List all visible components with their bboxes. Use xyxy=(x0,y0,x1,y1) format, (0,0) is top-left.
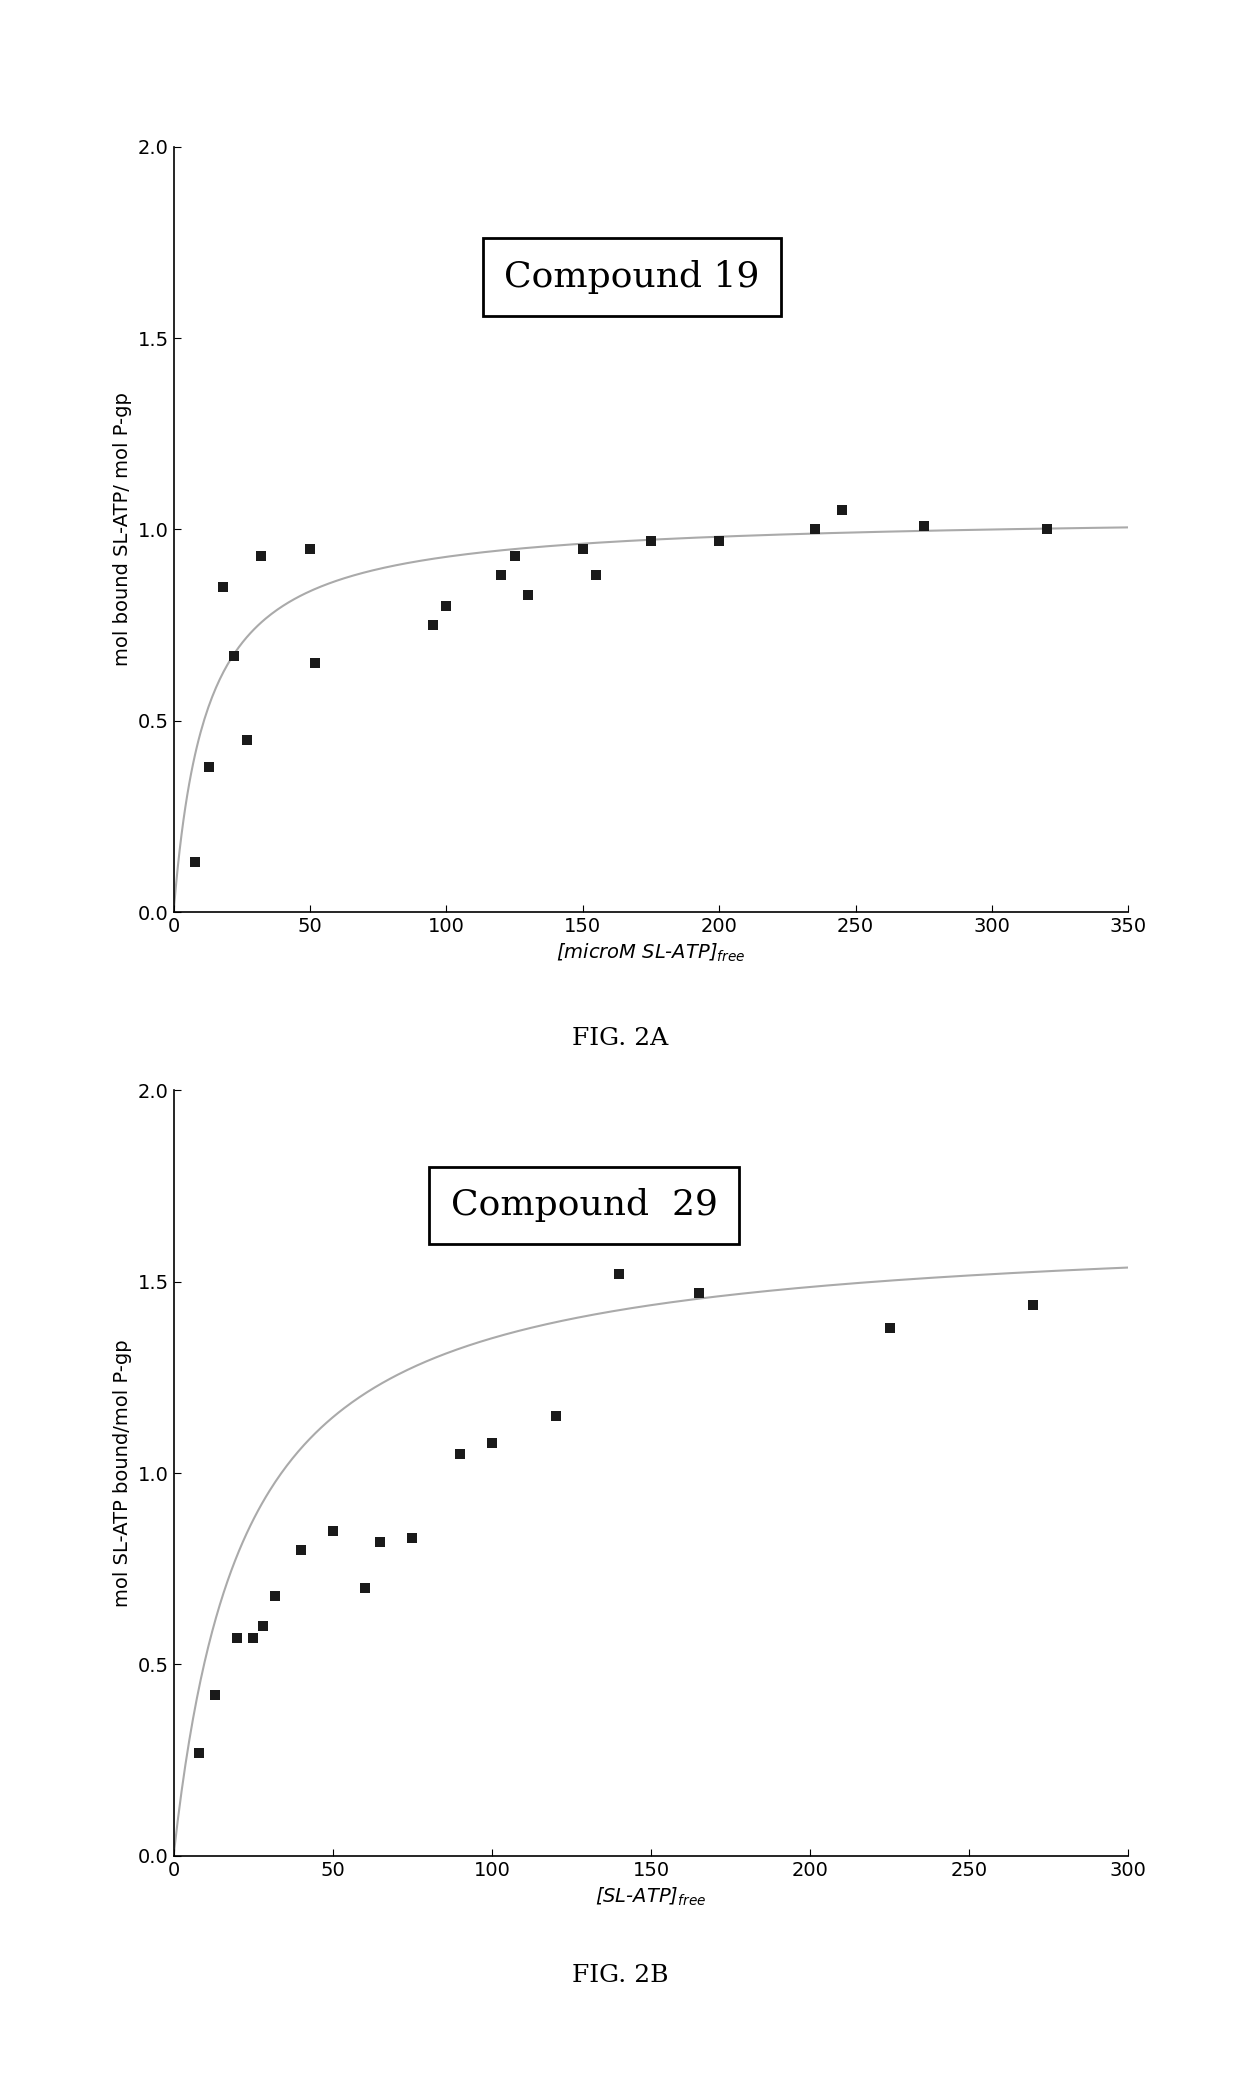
Point xyxy=(423,608,443,642)
Point xyxy=(190,1736,210,1770)
Point xyxy=(237,723,257,757)
Point xyxy=(355,1571,374,1604)
Point xyxy=(587,558,606,591)
Point xyxy=(436,589,456,623)
Point xyxy=(491,558,511,591)
Point xyxy=(371,1525,391,1558)
Point xyxy=(805,514,825,547)
Point xyxy=(482,1426,502,1460)
Point xyxy=(450,1436,470,1470)
Point xyxy=(300,533,320,566)
Point xyxy=(186,845,206,879)
Point xyxy=(1037,514,1056,547)
Point xyxy=(880,1311,900,1344)
X-axis label: [microM SL-ATP]$_{\mathregular{free}}$: [microM SL-ATP]$_{\mathregular{free}}$ xyxy=(557,942,745,965)
Point xyxy=(505,539,525,572)
Point xyxy=(223,640,243,673)
Point xyxy=(1023,1288,1043,1321)
Point xyxy=(403,1522,423,1556)
Point xyxy=(253,1610,273,1644)
Text: FIG. 2A: FIG. 2A xyxy=(572,1028,668,1048)
Point xyxy=(546,1399,565,1432)
Point xyxy=(291,1533,311,1566)
Point xyxy=(250,539,270,572)
Point xyxy=(227,1621,247,1655)
Point xyxy=(573,533,593,566)
Point xyxy=(265,1579,285,1613)
Point xyxy=(609,1258,629,1292)
Point xyxy=(305,646,325,679)
Point xyxy=(243,1621,263,1655)
Text: Compound  29: Compound 29 xyxy=(450,1189,718,1223)
Point xyxy=(518,579,538,612)
Text: Compound 19: Compound 19 xyxy=(505,260,760,294)
Point xyxy=(689,1277,709,1311)
Text: FIG. 2B: FIG. 2B xyxy=(572,1965,668,1986)
Y-axis label: mol SL-ATP bound/mol P-gp: mol SL-ATP bound/mol P-gp xyxy=(113,1340,131,1606)
Point xyxy=(832,493,852,526)
Point xyxy=(200,751,219,784)
Point xyxy=(641,524,661,558)
Point xyxy=(205,1678,224,1711)
Point xyxy=(709,524,729,558)
Point xyxy=(322,1514,342,1548)
Point xyxy=(914,510,934,543)
Y-axis label: mol bound SL-ATP/ mol P-gp: mol bound SL-ATP/ mol P-gp xyxy=(113,392,131,667)
Point xyxy=(213,570,233,604)
X-axis label: [SL-ATP]$_{\mathregular{free}}$: [SL-ATP]$_{\mathregular{free}}$ xyxy=(595,1885,707,1908)
